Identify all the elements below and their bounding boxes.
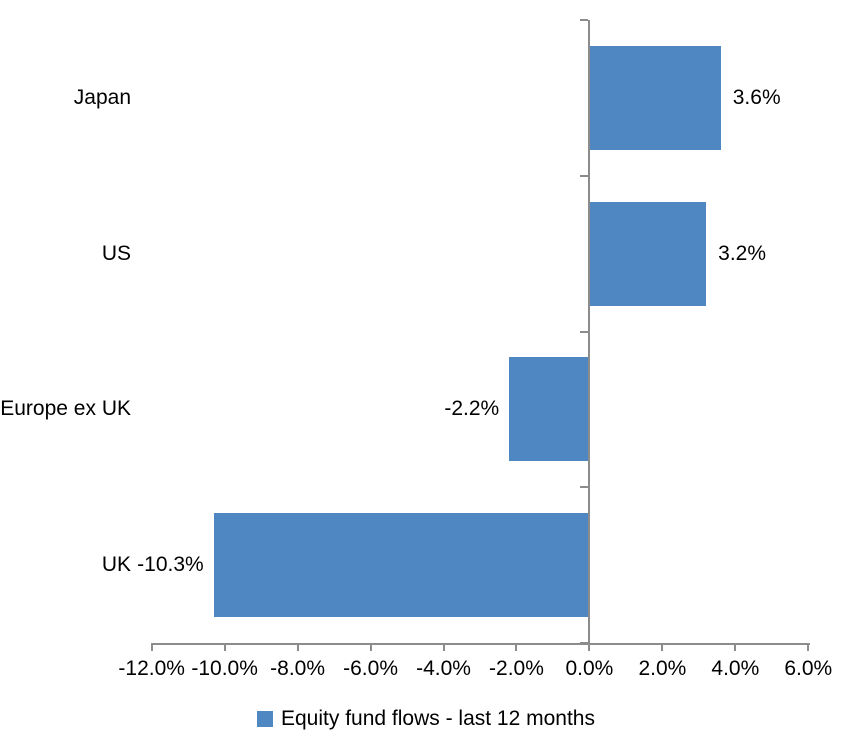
x-axis-tick-label: 0.0% xyxy=(565,657,614,680)
x-axis-tick xyxy=(807,643,810,651)
legend-label: Equity fund flows - last 12 months xyxy=(281,707,595,730)
category-label-uk: UK xyxy=(101,553,131,577)
x-axis-tick xyxy=(442,643,445,651)
x-axis-tick xyxy=(515,643,518,651)
y-axis-line xyxy=(588,20,591,645)
data-label-uk: -10.3% xyxy=(137,553,204,577)
x-axis-tick xyxy=(369,643,372,651)
data-label-us: 3.2% xyxy=(718,241,767,265)
x-axis-tick xyxy=(296,643,299,651)
x-axis-tick-label: -6.0% xyxy=(343,657,398,680)
x-axis-tick xyxy=(661,643,664,651)
category-label-japan: Japan xyxy=(73,85,131,109)
y-axis-tick xyxy=(580,174,589,177)
x-axis-tick xyxy=(223,643,226,651)
legend: Equity fund flows - last 12 months xyxy=(0,703,852,735)
x-axis-tick-label: -4.0% xyxy=(416,657,471,680)
legend-marker-icon xyxy=(257,711,273,727)
y-axis-tick xyxy=(580,19,589,21)
bar-uk xyxy=(213,513,590,618)
x-axis-tick-label: 6.0% xyxy=(784,657,833,680)
category-label-us: US xyxy=(101,241,131,265)
bar-europe-ex-uk xyxy=(509,357,590,462)
x-axis-tick-label: 2.0% xyxy=(638,657,687,680)
data-label-europe-ex-uk: -2.2% xyxy=(444,397,500,421)
x-axis-tick-label: -8.0% xyxy=(270,657,326,680)
x-axis-tick-label: -10.0% xyxy=(191,657,258,680)
y-axis-tick xyxy=(580,486,589,489)
x-axis-tick-label: -2.0% xyxy=(489,657,544,680)
x-axis-tick xyxy=(150,643,153,651)
x-axis-tick xyxy=(734,643,737,651)
x-axis-line xyxy=(151,643,811,645)
x-axis-tick xyxy=(588,643,591,651)
x-axis-tick-label: -12.0% xyxy=(118,657,185,680)
data-label-japan: 3.6% xyxy=(732,85,781,109)
bar-japan xyxy=(589,45,721,150)
bar-us xyxy=(589,201,707,306)
category-label-europe-ex-uk: Europe ex UK xyxy=(0,397,131,421)
y-axis-tick xyxy=(580,642,589,644)
x-axis-tick-label: 4.0% xyxy=(711,657,760,680)
y-axis-tick xyxy=(580,330,589,333)
